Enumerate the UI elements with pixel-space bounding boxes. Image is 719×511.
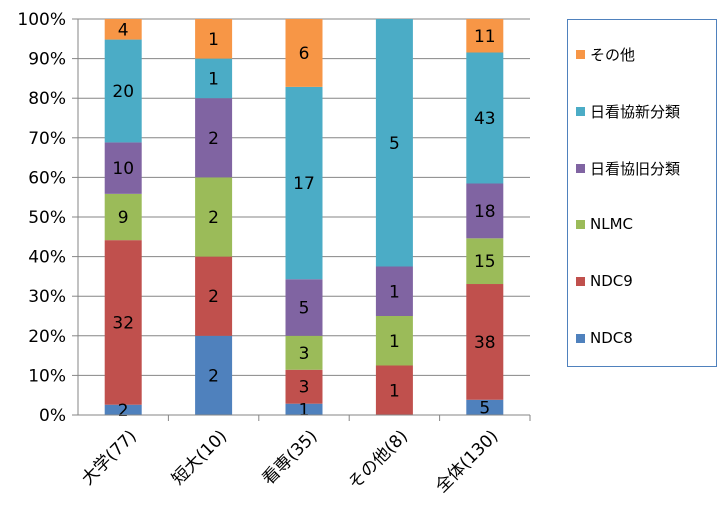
bar-segment xyxy=(104,19,142,40)
data-label: 20 xyxy=(112,82,134,102)
category-label: 全体(130) xyxy=(432,426,503,497)
legend-swatch xyxy=(576,164,585,173)
y-tick-label: 90% xyxy=(28,50,66,70)
bar-segment xyxy=(375,266,413,316)
y-tick-label: 10% xyxy=(28,366,66,386)
legend: その他日看協新分類 日看協旧分類 NLMC NDC9 NDC8 xyxy=(567,19,717,367)
y-tick-label: 70% xyxy=(28,129,66,149)
data-label: 2 xyxy=(208,287,219,307)
data-label: 43 xyxy=(474,109,496,129)
bar-segment xyxy=(104,404,142,415)
bar-segment xyxy=(466,52,504,184)
bar-segment xyxy=(195,335,233,415)
data-label: 5 xyxy=(389,134,400,154)
data-label: 1 xyxy=(389,381,400,401)
bar-segment xyxy=(466,238,504,285)
data-label: 2 xyxy=(208,208,219,228)
y-tick-label: 30% xyxy=(28,287,66,307)
legend-label: NDC8 xyxy=(590,329,633,347)
y-axis-ticks: 0% 10% 20% 30% 40% 50% 60% 70% 80% 90% 100% xyxy=(17,10,66,426)
bar-segment xyxy=(375,316,413,366)
y-tick-label: 0% xyxy=(39,406,66,426)
data-label: 9 xyxy=(118,208,129,228)
bar-segment xyxy=(195,19,233,59)
data-label: 2 xyxy=(208,366,219,386)
x-axis-categories: 大学(77) 短大(10) 看専(35) その他(8) 全体(130) xyxy=(78,426,502,497)
bar-segment xyxy=(285,19,323,87)
legend-label: 日看協旧分類 xyxy=(590,160,681,178)
bar-segment xyxy=(466,19,504,53)
legend-item: NLMC xyxy=(576,215,633,233)
data-label: 1 xyxy=(389,282,400,302)
data-label: 4 xyxy=(118,20,129,40)
bar-segment xyxy=(285,369,323,404)
data-label: 11 xyxy=(474,27,496,47)
bar-segment xyxy=(195,177,233,257)
bar-segment xyxy=(285,279,323,336)
legend-label: NDC9 xyxy=(590,272,633,290)
bar-segment xyxy=(285,403,323,415)
data-label: 32 xyxy=(112,313,134,333)
data-label: 6 xyxy=(299,44,310,64)
data-label: 2 xyxy=(208,129,219,149)
y-tick-label: 80% xyxy=(28,89,66,109)
bar-segment xyxy=(375,365,413,415)
data-label: 3 xyxy=(299,378,310,398)
data-label: 10 xyxy=(112,159,134,179)
bars xyxy=(104,19,504,415)
legend-item: 日看協旧分類 xyxy=(576,158,680,179)
data-label: 17 xyxy=(293,174,315,194)
legend-swatch xyxy=(576,50,585,59)
bar-segment xyxy=(104,39,142,143)
bar-segment xyxy=(104,142,142,194)
bar-segment xyxy=(285,86,323,280)
data-label: 2 xyxy=(118,401,129,421)
data-label: 1 xyxy=(389,332,400,352)
data-label: 5 xyxy=(299,299,310,319)
legend-item: NDC9 xyxy=(576,272,633,290)
y-tick-label: 40% xyxy=(28,248,66,268)
category-label: 短大(10) xyxy=(168,426,231,489)
data-label: 15 xyxy=(474,252,496,272)
legend-swatch xyxy=(576,219,585,229)
legend-item: NDC8 xyxy=(576,329,633,347)
y-tick-label: 100% xyxy=(17,10,66,30)
bar-segment xyxy=(466,399,504,415)
data-label: 1 xyxy=(208,69,219,89)
bar-segment xyxy=(466,183,504,239)
bar-segment xyxy=(195,98,233,178)
category-label: その他(8) xyxy=(345,426,412,493)
data-label: 1 xyxy=(299,400,310,420)
data-label: 38 xyxy=(474,333,496,353)
legend-swatch xyxy=(576,276,585,286)
category-label: 看専(35) xyxy=(259,426,322,489)
legend-label: その他 xyxy=(590,46,636,64)
axes xyxy=(72,18,531,421)
bar-segment xyxy=(195,58,233,99)
bar-segment xyxy=(104,193,142,241)
legend-label: NLMC xyxy=(590,215,633,233)
bar-segment xyxy=(195,256,233,336)
legend-swatch xyxy=(576,107,585,116)
y-tick-label: 50% xyxy=(28,208,66,228)
legend-label: 日看協新分類 xyxy=(590,103,681,121)
data-label: 5 xyxy=(479,398,490,418)
legend-swatch xyxy=(576,333,585,343)
data-label: 1 xyxy=(208,30,219,50)
y-tick-label: 20% xyxy=(28,327,66,347)
bar-segment xyxy=(104,240,142,405)
data-label: 3 xyxy=(299,344,310,364)
bar-segment xyxy=(375,19,413,267)
y-tick-label: 60% xyxy=(28,168,66,188)
data-label: 18 xyxy=(474,202,496,222)
category-label: 大学(77) xyxy=(78,426,141,489)
legend-item: 日看協新分類 xyxy=(576,101,680,122)
bar-segment xyxy=(285,335,323,370)
legend-item: その他 xyxy=(576,44,635,65)
bar-segment xyxy=(466,284,504,400)
